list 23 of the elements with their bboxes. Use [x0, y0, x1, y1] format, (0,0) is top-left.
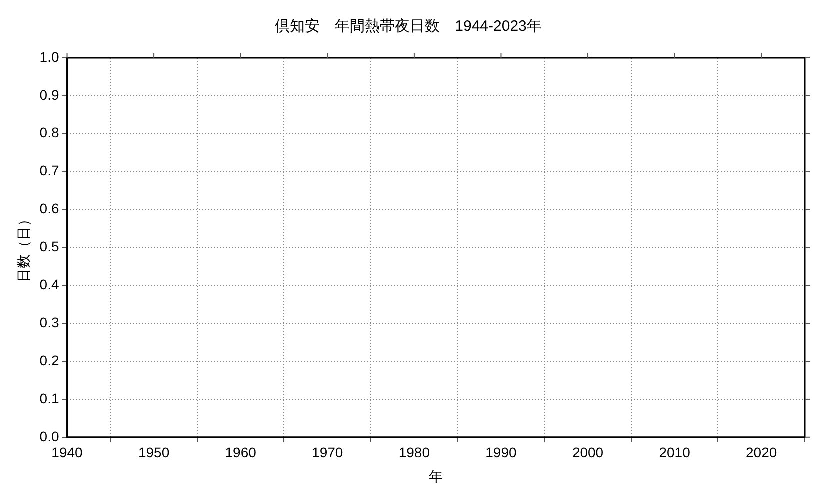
x-tick-label: 2010 [659, 444, 691, 461]
y-tick-label: 0.3 [40, 314, 60, 330]
y-tick-label: 0.1 [40, 390, 60, 406]
y-tick-label: 0.0 [40, 428, 60, 444]
y-tick-label: 0.2 [40, 352, 60, 368]
y-tick-label: 0.8 [40, 124, 60, 141]
x-tick-label: 1990 [486, 444, 518, 461]
y-tick-label: 0.4 [40, 276, 60, 292]
y-tick-label: 1.0 [40, 48, 60, 65]
x-tick-label: 1940 [52, 444, 84, 461]
y-tick-label: 0.6 [40, 200, 60, 217]
x-tick-label: 1980 [398, 444, 430, 461]
x-tick-label: 1950 [138, 444, 170, 461]
x-tick-label: 1960 [225, 444, 257, 461]
x-tick-label: 2000 [572, 444, 604, 461]
chart-title: 倶知安 年間熱帯夜日数 1944-2023年 [275, 18, 542, 36]
y-tick-label: 0.5 [40, 238, 60, 255]
y-tick-label: 0.7 [40, 162, 60, 179]
y-tick-label: 0.9 [40, 86, 60, 103]
x-tick-label: 2020 [746, 444, 778, 461]
x-tick-label: 1970 [312, 444, 344, 461]
y-axis-title: 日数（日） [15, 212, 32, 283]
x-axis-title: 年 [429, 468, 444, 484]
